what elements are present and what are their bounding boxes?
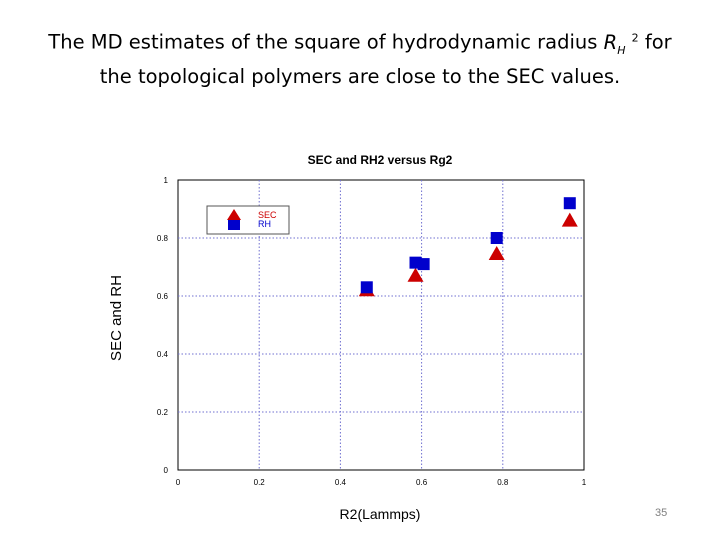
y-tick-label: 1 [164, 176, 169, 185]
rh-point [360, 281, 373, 294]
page-number: 35 [655, 507, 668, 519]
sec-point [488, 245, 505, 260]
x-tick-label: 0.8 [497, 478, 509, 487]
rh-symbol-exponent: 2 [631, 31, 639, 44]
x-tick-label: 0.6 [416, 478, 428, 487]
rh-point [563, 197, 576, 210]
title-line1-before: The MD estimates of the square of hydrod… [48, 30, 598, 54]
slide-title-line2: the topological polymers are close to th… [99, 65, 621, 89]
slide-title: The MD estimates of the square of hydrod… [20, 24, 700, 90]
chart-title: SEC and RH2 versus Rg2 [308, 153, 453, 167]
y-axis-label: SEC and RH [108, 275, 125, 361]
rh-symbol-subscript: H [617, 43, 626, 57]
x-tick-label: 0.2 [254, 478, 266, 487]
plot-area [177, 179, 585, 471]
rh-symbol-letter: R [603, 30, 618, 54]
rh-point [417, 258, 430, 271]
legend-sec-marker [227, 209, 241, 220]
legend-label: RH [258, 219, 271, 229]
legend-rh-marker [228, 220, 240, 230]
sec-point [561, 212, 578, 227]
x-tick-label: 1 [582, 478, 587, 487]
legend-box [206, 205, 290, 235]
y-tick-label: 0.8 [157, 234, 169, 243]
title-line1-after: for [644, 30, 672, 54]
y-tick-label: 0.2 [157, 408, 169, 417]
sec-point [407, 267, 424, 282]
legend-label: SEC [258, 210, 277, 220]
rh-squared-symbol: RH 2 [603, 30, 639, 57]
rh-point [490, 232, 503, 244]
x-axis-label: R2(Lammps) [340, 506, 421, 522]
y-tick-label: 0.6 [157, 292, 169, 301]
x-tick-label: 0.4 [335, 478, 347, 487]
x-tick-label: 0 [176, 478, 181, 487]
y-tick-label: 0 [164, 466, 169, 475]
y-tick-label: 0.4 [157, 350, 169, 359]
slide-title-line1: The MD estimates of the square of hydrod… [20, 24, 700, 63]
